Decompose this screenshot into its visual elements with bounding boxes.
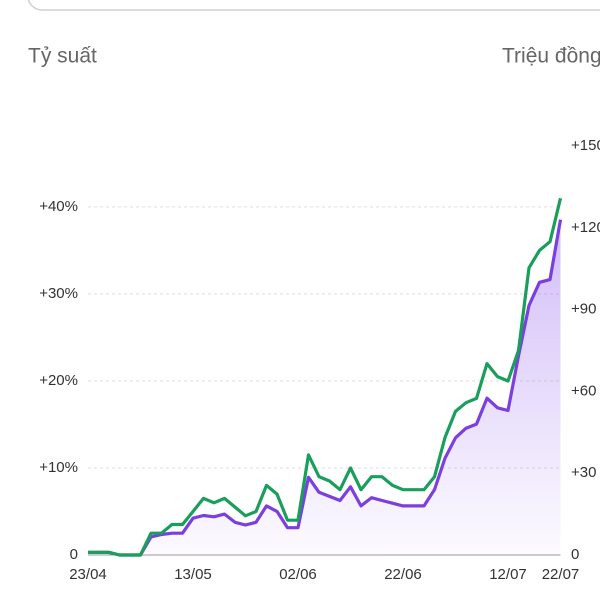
line: [88, 219, 563, 557]
y2-tick-label: +30: [571, 464, 596, 481]
y-tick-label: +20%: [39, 372, 78, 389]
card-edge: [27, 0, 600, 11]
y-tick-label: +40%: [39, 198, 78, 215]
y-tick-label: +30%: [39, 285, 78, 302]
y2-axis-title: Triệu đồng: [502, 45, 600, 68]
y2-tick-label: 0: [571, 546, 579, 563]
y2-tick-label: +60: [571, 382, 596, 399]
y2-tick-label: +90: [571, 301, 596, 318]
y2-tick-label: +120: [571, 219, 600, 236]
x-tick-label: 23/04: [69, 566, 107, 583]
y2-tick-label: +150: [571, 137, 600, 154]
x-tick-label: 13/05: [174, 566, 212, 583]
y-tick-label: +10%: [39, 459, 78, 476]
x-tick-label: 22/07: [542, 566, 580, 583]
x-tick-label: 02/06: [279, 566, 317, 583]
y-axis-title: Tỷ suất: [28, 45, 97, 68]
y-tick-label: 0: [70, 546, 78, 563]
area: [88, 219, 561, 555]
line: [88, 197, 563, 557]
x-tick-label: 12/07: [489, 566, 527, 583]
x-tick-label: 22/06: [384, 566, 422, 583]
